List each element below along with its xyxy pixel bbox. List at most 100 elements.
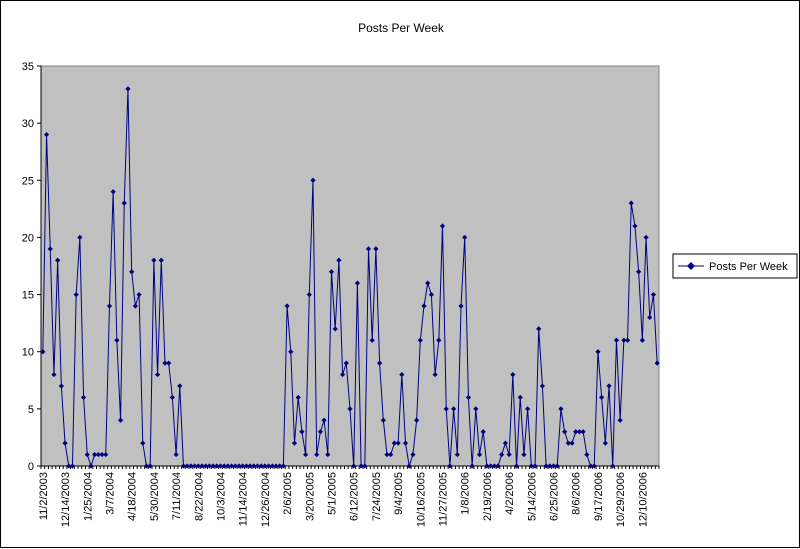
data-point [69,463,76,469]
data-point [558,406,564,412]
data-point [354,280,361,286]
series-layer [40,86,660,469]
data-point [550,463,557,469]
data-point [310,177,316,183]
data-point [339,371,346,378]
x-tick-label: 12/26/2004 [260,472,272,527]
data-point [103,451,109,458]
x-tick-label: 12/14/2003 [60,472,72,527]
data-point [569,440,575,446]
data-point [480,429,486,435]
legend: Posts Per Week [672,253,798,279]
data-point [217,463,224,469]
data-point [95,451,101,458]
y-tick-label: 15 [22,290,34,302]
data-point [473,406,479,412]
data-point [502,440,509,446]
data-point [451,406,457,412]
data-point [436,337,442,343]
x-tick-label: 6/12/2005 [349,472,361,521]
data-point [580,429,586,435]
x-tick-label: 10/3/2004 [215,472,227,521]
data-point [188,463,194,469]
data-point [347,406,353,412]
data-point [151,257,157,263]
data-point [476,451,483,458]
data-point [221,463,227,469]
data-point [43,131,50,138]
data-point [169,394,175,401]
data-point [125,86,131,92]
data-point [606,383,612,389]
data-point [639,337,645,343]
data-point [643,234,649,241]
legend-label: Posts Per Week [709,261,788,273]
data-point [587,463,594,469]
x-tick-label: 10/29/2006 [615,472,627,527]
data-point [384,451,390,458]
data-point [66,463,72,469]
data-point [117,417,124,423]
data-point [273,463,279,469]
data-point [129,269,135,275]
y-tick-label: 20 [22,232,34,244]
data-point [180,463,187,469]
x-tick-label: 8/22/2004 [193,472,205,521]
x-tick-label: 1/8/2006 [460,472,472,515]
data-point [80,394,87,401]
data-point [488,463,494,469]
data-point [647,314,653,321]
data-point [599,394,605,401]
data-point [191,463,198,469]
data-point [395,440,401,446]
data-point [402,440,409,446]
data-point [632,223,638,229]
data-point [343,360,349,366]
data-point [576,429,583,435]
data-point [439,223,446,229]
data-point [369,337,375,343]
data-point [299,429,305,435]
x-tick-label: 5/1/2005 [326,472,338,515]
data-point [147,463,153,469]
data-point [621,337,627,343]
y-tick-label: 30 [22,118,34,130]
data-point [325,451,331,458]
data-point [140,440,146,446]
data-point [284,303,290,309]
data-point [195,463,201,469]
data-point [469,463,475,469]
data-point [373,246,379,252]
data-point [484,463,490,469]
data-point [421,303,427,309]
data-point [584,451,590,458]
data-point [495,463,501,469]
data-point [536,326,542,332]
x-tick-label: 4/18/2004 [127,472,139,521]
data-point [288,349,294,355]
data-point [425,280,431,286]
data-point [143,463,150,469]
data-point [610,463,616,469]
data-point [62,440,68,446]
data-point [377,360,383,366]
data-point [595,349,601,355]
data-point [547,463,553,469]
data-point [410,451,416,458]
data-point [99,451,105,458]
data-point [269,463,275,469]
data-point [406,463,412,469]
data-point [499,451,505,458]
data-point [132,303,138,309]
data-point [243,463,249,469]
data-point [513,463,520,469]
data-point [414,417,420,423]
data-point [228,463,235,469]
data-point [388,451,394,458]
x-tick-label: 4/2/2006 [504,472,516,515]
x-tick-label: 2/19/2006 [482,472,494,521]
x-tick-label: 3/20/2005 [304,472,316,521]
data-point [543,463,549,469]
data-point [55,257,61,263]
